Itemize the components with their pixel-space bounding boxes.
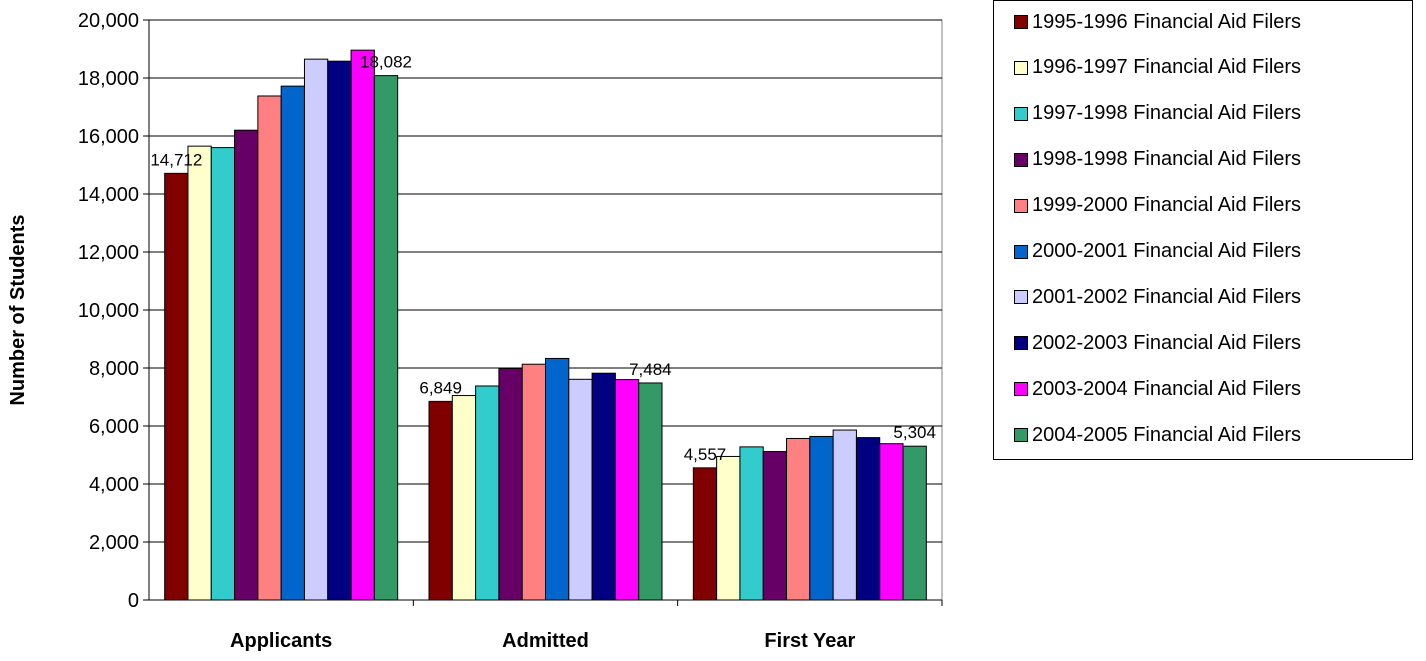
bar: [809, 435, 834, 601]
legend-swatch: [1014, 60, 1028, 75]
bar: [716, 455, 741, 601]
legend-label: 2000-2001 Financial Aid Filers: [1032, 240, 1302, 262]
legend-swatch: [1014, 290, 1028, 305]
bar: [327, 60, 352, 601]
legend-label: 1998-1998 Financial Aid Filers: [1032, 148, 1302, 171]
bar: [545, 357, 570, 601]
bar: [428, 400, 453, 601]
bar: [638, 382, 663, 601]
bar: [498, 368, 523, 601]
data-label: 6,849: [419, 378, 462, 397]
legend-item: 2004-2005 Financial Aid Filers: [1014, 421, 1301, 449]
x-tick-label: First Year: [764, 630, 855, 652]
bar: [373, 75, 399, 601]
y-axis-label: Number of Students: [7, 214, 29, 405]
legend-label: 1996-1997 Financial Aid Filers: [1032, 56, 1302, 79]
legend-item: 1996-1997 Financial Aid Filers: [1014, 54, 1301, 82]
y-tick-label: 16,000: [78, 126, 139, 148]
bar: [568, 378, 593, 601]
y-tick-label: 10,000: [78, 300, 139, 322]
bar: [475, 385, 500, 601]
x-tick-label: Admitted: [502, 630, 589, 652]
y-tick-label: 4,000: [89, 474, 139, 496]
y-tick-label: 6,000: [89, 416, 139, 438]
bar: [521, 363, 547, 601]
x-tick-label: Applicants: [230, 630, 332, 652]
legend-label: 1999-2000 Financial Aid Filers: [1032, 194, 1302, 217]
bar: [786, 437, 811, 601]
legend-item: 2001-2002 Financial Aid Filers: [1014, 283, 1301, 311]
legend-label: 1997-1998 Financial Aid Filers: [1032, 102, 1302, 125]
y-tick-label: 0: [128, 590, 139, 612]
legend-swatch: [1014, 198, 1028, 213]
data-label: 7,484: [629, 360, 672, 379]
bar: [832, 429, 857, 601]
bar: [855, 437, 881, 601]
legend-label: 2001-2002 Financial Aid Filers: [1032, 285, 1302, 308]
bar: [210, 147, 236, 601]
legend-swatch: [1014, 428, 1028, 443]
y-tick-label: 18,000: [78, 68, 139, 90]
legend-label: 2003-2004 Financial Aid Filers: [1032, 377, 1302, 400]
data-label: 14,712: [150, 150, 202, 169]
bar: [739, 446, 764, 601]
legend-item: 2002-2003 Financial Aid Filers: [1014, 329, 1301, 357]
legend-item: 1999-2000 Financial Aid Filers: [1014, 192, 1301, 220]
legend-label: 2002-2003 Financial Aid Filers: [1032, 331, 1302, 354]
legend-item: 2003-2004 Financial Aid Filers: [1014, 375, 1301, 403]
bar: [614, 379, 640, 601]
y-tick-label: 12,000: [78, 242, 139, 264]
legend-item: 1997-1998 Financial Aid Filers: [1014, 100, 1301, 128]
data-label: 18,082: [360, 53, 412, 72]
bar: [164, 172, 189, 601]
legend-item: 1998-1998 Financial Aid Filers: [1014, 146, 1301, 174]
bar: [350, 49, 375, 601]
legend-swatch: [1014, 106, 1028, 121]
legend-item: 1995-1996 Financial Aid Filers: [1014, 8, 1301, 36]
y-tick-label: 8,000: [89, 358, 139, 380]
bar: [591, 372, 616, 601]
bar: [303, 58, 329, 601]
bar: [280, 85, 305, 601]
bar: [257, 95, 282, 601]
bar: [187, 145, 212, 601]
legend: 1995-1996 Financial Aid Filers 1996-1997 …: [993, 0, 1413, 460]
legend-swatch: [1014, 152, 1028, 167]
bar: [762, 451, 788, 601]
legend-swatch: [1014, 336, 1028, 351]
bar: [692, 467, 718, 601]
y-tick-label: 20,000: [78, 10, 139, 32]
bar: [234, 129, 259, 601]
bar: [902, 445, 927, 601]
legend-label: 2004-2005 Financial Aid Filers: [1032, 423, 1302, 446]
y-tick-label: 14,000: [78, 184, 139, 206]
legend-label: 1995-1996 Financial Aid Filers: [1032, 10, 1302, 33]
legend-swatch: [1014, 244, 1028, 259]
legend-swatch: [1014, 382, 1028, 397]
y-tick-label: 2,000: [89, 532, 139, 554]
bar: [451, 395, 477, 601]
data-label: 4,557: [684, 445, 727, 464]
data-label: 5,304: [893, 423, 936, 442]
legend-item: 2000-2001 Financial Aid Filers: [1014, 238, 1301, 266]
bar: [879, 443, 904, 601]
legend-swatch: [1014, 15, 1028, 29]
